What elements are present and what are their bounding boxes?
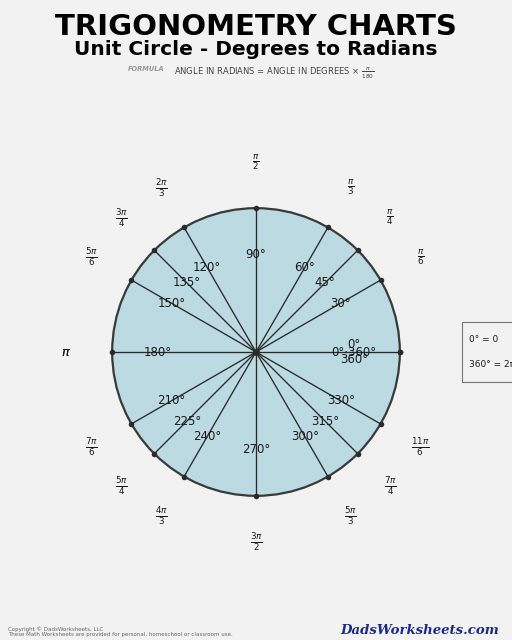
Text: 0° = 0: 0° = 0 (469, 335, 498, 344)
Text: 60°: 60° (294, 261, 315, 274)
Text: 240°: 240° (193, 430, 221, 443)
Text: $\frac{\pi}{2}$: $\frac{\pi}{2}$ (252, 152, 260, 172)
Text: 0°·360°: 0°·360° (331, 346, 376, 358)
Text: $\frac{5\pi}{3}$: $\frac{5\pi}{3}$ (345, 506, 357, 527)
Text: 90°: 90° (246, 248, 266, 260)
Text: Copyright © DadsWorksheets, LLC
These Math Worksheets are provided for personal,: Copyright © DadsWorksheets, LLC These Ma… (8, 626, 232, 637)
Text: $\frac{7\pi}{4}$: $\frac{7\pi}{4}$ (384, 476, 397, 497)
Text: 150°: 150° (157, 296, 185, 310)
Text: 315°: 315° (311, 415, 339, 428)
Text: 45°: 45° (315, 276, 335, 289)
Text: 135°: 135° (173, 276, 201, 289)
Text: 180°: 180° (144, 346, 172, 358)
Text: $\frac{11\pi}{6}$: $\frac{11\pi}{6}$ (411, 436, 430, 458)
Text: $\frac{3\pi}{4}$: $\frac{3\pi}{4}$ (115, 207, 128, 228)
Text: $\frac{7\pi}{6}$: $\frac{7\pi}{6}$ (85, 436, 98, 458)
Text: 225°: 225° (173, 415, 201, 428)
Text: $\pi$: $\pi$ (61, 346, 71, 358)
Text: 30°: 30° (330, 296, 351, 310)
Text: 360°: 360° (340, 353, 368, 367)
Text: FORMULA: FORMULA (128, 66, 165, 72)
Text: 120°: 120° (193, 261, 221, 274)
Text: 300°: 300° (291, 430, 319, 443)
Text: $\frac{3\pi}{2}$: $\frac{3\pi}{2}$ (249, 531, 263, 553)
Text: $\frac{5\pi}{4}$: $\frac{5\pi}{4}$ (115, 476, 128, 497)
Text: Unit Circle - Degrees to Radians: Unit Circle - Degrees to Radians (74, 40, 438, 59)
Text: 0°: 0° (347, 337, 360, 351)
Text: $\pi$: $\pi$ (61, 346, 71, 358)
Text: $\frac{\pi}{6}$: $\frac{\pi}{6}$ (417, 248, 424, 267)
Text: $\frac{2\pi}{3}$: $\frac{2\pi}{3}$ (155, 177, 167, 198)
Circle shape (112, 208, 400, 496)
Text: $\frac{\pi}{4}$: $\frac{\pi}{4}$ (387, 208, 394, 227)
Text: 210°: 210° (157, 394, 185, 408)
Text: DadsWorksheets.com: DadsWorksheets.com (340, 625, 499, 637)
Text: TRIGONOMETRY CHARTS: TRIGONOMETRY CHARTS (55, 13, 457, 41)
Text: $\frac{4\pi}{3}$: $\frac{4\pi}{3}$ (155, 506, 167, 527)
Text: 330°: 330° (327, 394, 355, 408)
Text: ANGLE IN RADIANS = ANGLE IN DEGREES $\times$ $\frac{\pi}{180}$: ANGLE IN RADIANS = ANGLE IN DEGREES $\ti… (174, 66, 375, 81)
Text: $\frac{\pi}{3}$: $\frac{\pi}{3}$ (347, 178, 355, 197)
Text: 270°: 270° (242, 444, 270, 456)
Text: 360° = 2π: 360° = 2π (469, 360, 512, 369)
Text: $\frac{5\pi}{6}$: $\frac{5\pi}{6}$ (85, 246, 98, 268)
